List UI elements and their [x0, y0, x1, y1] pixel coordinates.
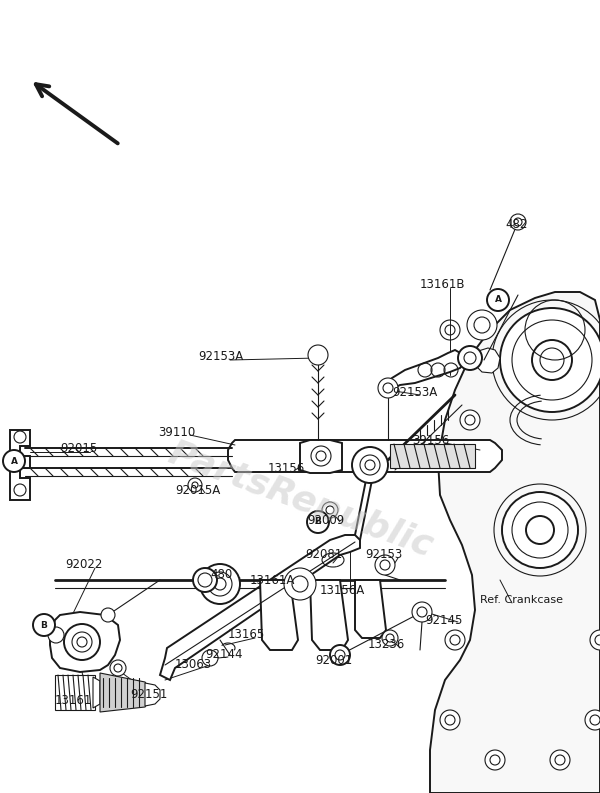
Circle shape: [307, 511, 329, 533]
Circle shape: [202, 650, 218, 666]
Text: 92022: 92022: [65, 558, 103, 572]
Circle shape: [14, 431, 26, 443]
Text: 39156: 39156: [412, 434, 449, 446]
Circle shape: [500, 308, 600, 412]
Circle shape: [590, 630, 600, 650]
Polygon shape: [385, 350, 465, 390]
Text: Ref. Crankcase: Ref. Crankcase: [480, 595, 563, 605]
Circle shape: [550, 750, 570, 770]
Text: 92001: 92001: [315, 653, 352, 666]
Text: 92153A: 92153A: [198, 350, 243, 362]
Text: A: A: [494, 296, 502, 305]
Polygon shape: [430, 292, 600, 793]
Polygon shape: [300, 440, 342, 473]
Circle shape: [458, 346, 482, 370]
Text: 92009: 92009: [307, 514, 344, 527]
Polygon shape: [100, 673, 150, 712]
Circle shape: [445, 630, 465, 650]
Circle shape: [485, 750, 505, 770]
Text: 13161A: 13161A: [250, 573, 295, 587]
Circle shape: [284, 568, 316, 600]
Text: 13063: 13063: [175, 658, 212, 672]
Text: 39110: 39110: [158, 426, 195, 439]
Text: 92145: 92145: [425, 614, 463, 626]
Text: 13236: 13236: [368, 638, 405, 652]
Circle shape: [188, 478, 202, 492]
Polygon shape: [475, 348, 500, 373]
Circle shape: [110, 660, 126, 676]
Polygon shape: [145, 683, 160, 706]
Circle shape: [502, 492, 578, 568]
Circle shape: [375, 555, 395, 575]
Polygon shape: [310, 580, 348, 650]
Circle shape: [200, 564, 240, 604]
Text: 92153: 92153: [365, 549, 402, 561]
Text: 13156A: 13156A: [320, 584, 365, 596]
Polygon shape: [10, 430, 30, 500]
Circle shape: [526, 516, 554, 544]
Text: 92153A: 92153A: [392, 385, 437, 399]
Circle shape: [487, 289, 509, 311]
Text: A: A: [11, 457, 17, 465]
Circle shape: [467, 310, 497, 340]
Text: PartsRepublic: PartsRepublic: [163, 436, 437, 564]
Circle shape: [365, 460, 375, 470]
Text: B: B: [314, 518, 322, 527]
Text: 13161: 13161: [55, 694, 92, 707]
Circle shape: [14, 484, 26, 496]
Circle shape: [352, 447, 388, 483]
Circle shape: [322, 502, 338, 518]
Circle shape: [33, 614, 55, 636]
Polygon shape: [390, 444, 475, 468]
Text: 13165: 13165: [228, 629, 265, 642]
Polygon shape: [228, 440, 502, 472]
Text: 92151: 92151: [130, 688, 167, 702]
Text: 92015: 92015: [60, 442, 97, 454]
Circle shape: [193, 568, 217, 592]
Polygon shape: [260, 580, 298, 650]
Polygon shape: [160, 535, 360, 680]
Text: 92081: 92081: [305, 549, 342, 561]
Circle shape: [3, 450, 25, 472]
Circle shape: [382, 630, 398, 646]
Text: 92144: 92144: [205, 649, 242, 661]
Text: 482: 482: [505, 219, 527, 232]
Text: 92015A: 92015A: [175, 484, 220, 496]
Circle shape: [460, 410, 480, 430]
Text: 480: 480: [210, 569, 232, 581]
Text: 13161B: 13161B: [420, 278, 466, 292]
Circle shape: [532, 340, 572, 380]
Polygon shape: [93, 677, 100, 708]
Polygon shape: [50, 612, 120, 672]
Circle shape: [378, 378, 398, 398]
Circle shape: [585, 710, 600, 730]
Text: 13156: 13156: [268, 462, 305, 474]
Circle shape: [440, 320, 460, 340]
Circle shape: [440, 710, 460, 730]
Circle shape: [308, 345, 328, 365]
Circle shape: [412, 602, 432, 622]
Text: B: B: [41, 620, 47, 630]
Polygon shape: [355, 580, 386, 638]
Circle shape: [48, 627, 64, 643]
Circle shape: [101, 608, 115, 622]
Polygon shape: [55, 675, 95, 710]
Circle shape: [330, 645, 350, 665]
Circle shape: [510, 214, 526, 230]
